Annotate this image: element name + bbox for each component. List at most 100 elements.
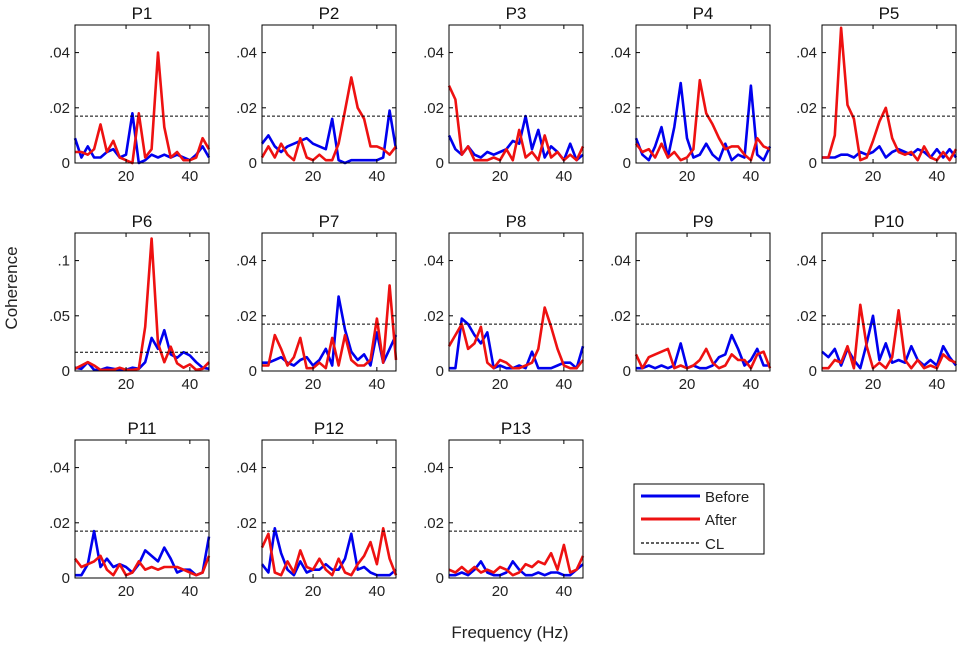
legend-label-after: After	[705, 512, 737, 529]
subplot-p12: P12 0 .02 .04 20 40	[236, 419, 398, 600]
x-tick-label-p11: 20	[118, 583, 135, 600]
y-tick-label-p8: .04	[423, 253, 444, 270]
x-tick-label-p8: 20	[492, 376, 509, 393]
y-tick-label-p3: .04	[423, 45, 444, 62]
y-tick-label-p4: 0	[623, 155, 631, 172]
series-line-after-p8	[447, 306, 585, 370]
axes-box-p13	[448, 439, 584, 579]
subplot-p5: P5 0 .02 .04 20 40	[796, 4, 957, 185]
series-line-after-p11	[73, 554, 211, 577]
y-tick-label-p4: .02	[610, 100, 631, 117]
series-line-after-p2	[260, 76, 398, 162]
series-line-before-p12	[260, 526, 397, 577]
x-tick-label-p11: 40	[182, 583, 199, 600]
y-tick-label-p12: .02	[236, 515, 257, 532]
x-tick-label-p8: 40	[556, 376, 573, 393]
x-tick-label-p3: 40	[556, 168, 573, 185]
series-line-before-p2	[260, 109, 398, 165]
x-tick-label-p1: 40	[182, 168, 199, 185]
y-tick-label-p1: .04	[49, 45, 70, 62]
x-tick-label-p5: 20	[865, 168, 882, 185]
x-tick-label-p4: 40	[743, 168, 760, 185]
y-tick-label-p9: .04	[610, 253, 631, 270]
series-line-before-p1	[73, 112, 211, 165]
subplot-title-p13: P13	[501, 419, 531, 438]
subplot-p6: P6 0 .05 .1 20 40	[49, 212, 210, 393]
series-line-before-p5	[822, 145, 957, 159]
x-tick-label-p3: 20	[492, 168, 509, 185]
subplot-title-p5: P5	[879, 4, 900, 23]
axes-box-p12	[261, 439, 397, 579]
series-line-after-p3	[447, 85, 585, 162]
y-tick-label-p8: .02	[423, 308, 444, 325]
x-tick-label-p7: 20	[305, 376, 322, 393]
y-tick-label-p7: .02	[236, 308, 257, 325]
legend: Before After CL	[633, 483, 765, 555]
legend-label-cl: CL	[705, 536, 724, 553]
y-tick-label-p5: .04	[796, 45, 817, 62]
y-tick-label-p13: 0	[436, 570, 444, 587]
series-line-before-p4	[634, 81, 772, 162]
x-tick-label-p13: 20	[492, 583, 509, 600]
series-line-after-p1	[75, 51, 211, 165]
y-tick-label-p10: 0	[809, 363, 817, 380]
subplot-p13: P13 0 .02 .04 20 40	[423, 419, 585, 600]
y-tick-label-p10: .02	[796, 308, 817, 325]
y-tick-label-p12: .04	[236, 460, 257, 477]
y-tick-label-p9: 0	[623, 363, 631, 380]
x-tick-label-p2: 20	[305, 168, 322, 185]
subplot-title-p4: P4	[693, 4, 714, 23]
y-tick-label-p2: .04	[236, 45, 257, 62]
x-tick-label-p9: 40	[743, 376, 760, 393]
series-line-after-p12	[260, 526, 398, 577]
subplot-title-p9: P9	[693, 212, 714, 231]
y-tick-label-p2: .02	[236, 100, 257, 117]
subplot-p1: P1 0 .02 .04 20 40	[49, 4, 211, 185]
axes-box-p6	[74, 232, 210, 372]
x-tick-label-p5: 40	[929, 168, 946, 185]
subplot-title-p6: P6	[132, 212, 153, 231]
y-tick-label-p11: .04	[49, 460, 70, 477]
x-tick-label-p12: 40	[369, 583, 386, 600]
y-tick-label-p6: .05	[49, 308, 70, 325]
subplot-p2: P2 0 .02 .04 20 40	[236, 4, 398, 185]
subplot-p3: P3 0 .02 .04 20 40	[423, 4, 585, 185]
subplot-title-p11: P11	[128, 419, 157, 438]
y-tick-label-p9: .02	[610, 308, 631, 325]
y-tick-label-p5: .02	[796, 100, 817, 117]
series-line-before-p9	[636, 333, 770, 370]
subplot-p8: P8 0 .02 .04 20 40	[423, 212, 585, 393]
subplot-p4: P4 0 .02 .04 20 40	[610, 4, 772, 185]
y-tick-label-p13: .02	[423, 515, 444, 532]
x-tick-label-p10: 40	[929, 376, 946, 393]
x-tick-label-p7: 40	[369, 376, 386, 393]
subplot-p9: P9 0 .02 .04 20 40	[610, 212, 772, 393]
y-tick-label-p5: 0	[809, 155, 817, 172]
y-tick-label-p1: 0	[62, 155, 70, 172]
y-tick-label-p11: .02	[49, 515, 70, 532]
series-line-after-p6	[74, 237, 210, 372]
series-line-before-p13	[449, 560, 584, 577]
axes-box-p5	[821, 24, 957, 164]
series-line-before-p11	[75, 529, 211, 577]
series-line-after-p4	[634, 78, 771, 162]
y-axis-label: Coherence	[2, 246, 21, 329]
x-tick-label-p1: 20	[118, 168, 135, 185]
axes-box-p10	[821, 232, 957, 372]
series-line-before-p3	[447, 114, 584, 162]
y-tick-label-p11: 0	[62, 570, 70, 587]
subplot-title-p3: P3	[506, 4, 527, 23]
series-line-before-p6	[74, 328, 210, 372]
subplot-title-p8: P8	[506, 212, 527, 231]
x-tick-label-p12: 20	[305, 583, 322, 600]
x-tick-label-p6: 20	[118, 376, 135, 393]
x-tick-label-p10: 20	[865, 376, 882, 393]
series-line-after-p9	[634, 347, 772, 370]
x-tick-label-p6: 40	[182, 376, 199, 393]
y-tick-label-p7: 0	[249, 363, 257, 380]
x-tick-label-p9: 20	[679, 376, 696, 393]
subplot-title-p10: P10	[874, 212, 904, 231]
y-tick-label-p10: .04	[796, 253, 817, 270]
